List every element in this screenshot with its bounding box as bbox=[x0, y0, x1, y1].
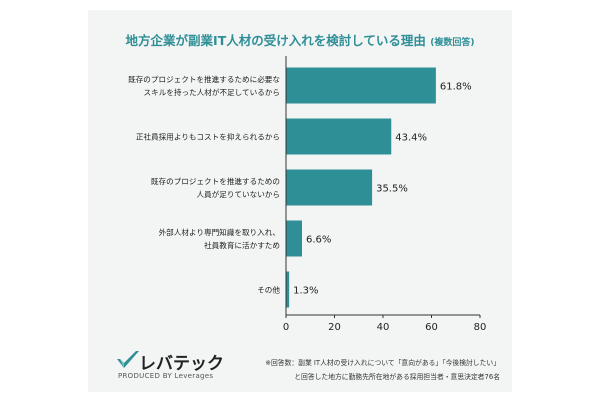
leverages-logo: レバテック PRODUCED BY Leverages bbox=[116, 350, 224, 380]
footnote-line-1: ※回答数：副業 IT人材の受け入れについて「意向がある」「今後検討したい」 bbox=[265, 359, 500, 367]
x-tick-label-0: 0 bbox=[283, 322, 289, 333]
bar-4 bbox=[286, 271, 290, 308]
category-label-2-1: 人員が足りていないから bbox=[196, 189, 280, 199]
category-label-0-0: 既存のプロジェクトを推進するために必要な bbox=[128, 74, 280, 84]
category-label-0-1: スキルを持った人材が不足しているから bbox=[144, 87, 280, 97]
category-label-4-0: その他 bbox=[257, 285, 280, 295]
x-tick-label-2: 40 bbox=[377, 322, 390, 333]
bar-1 bbox=[286, 118, 392, 155]
bar-0 bbox=[286, 67, 436, 104]
data-label-4: 1.3% bbox=[293, 286, 318, 297]
footnote: ※回答数：副業 IT人材の受け入れについて「意向がある」「今後検討したい」 と回… bbox=[265, 356, 500, 384]
category-label-3-1: 社員教育に活かすため bbox=[204, 240, 280, 250]
category-label-1-0: 正社員採用よりもコストを抑えられるから bbox=[136, 132, 280, 142]
logo-brand-text: レバテック bbox=[139, 354, 224, 374]
data-label-3: 6.6% bbox=[306, 235, 331, 246]
data-label-0: 61.8% bbox=[440, 82, 472, 93]
x-tick-label-4: 80 bbox=[474, 322, 487, 333]
chart-title: 地方企業が副業IT人材の受け入れを検討している理由 (複数回答) bbox=[88, 30, 512, 49]
category-label-3-0: 外部人材より専門知識を取り入れ、 bbox=[159, 227, 280, 237]
chart-title-note: (複数回答) bbox=[430, 38, 475, 48]
footnote-line-2: と回答した地方に勤務先所在地がある採用担当者・意思決定者76名 bbox=[294, 373, 500, 381]
bar-3 bbox=[286, 220, 303, 257]
checkmark-logo-icon bbox=[117, 351, 139, 368]
logo-tagline: PRODUCED BY Leverages bbox=[118, 372, 214, 380]
data-label-2: 35.5% bbox=[376, 184, 408, 195]
category-label-2-0: 既存のプロジェクトを推進するための bbox=[151, 176, 280, 186]
chart-title-text: 地方企業が副業IT人材の受け入れを検討している理由 bbox=[125, 33, 426, 48]
bar-2 bbox=[286, 169, 373, 206]
x-tick-label-1: 20 bbox=[328, 322, 341, 333]
bar-chart: 61.8% 既存のプロジェクトを推進するために必要なスキルを持った人材が不足してい… bbox=[128, 56, 487, 333]
x-tick-label-3: 60 bbox=[425, 322, 438, 333]
data-label-1: 43.4% bbox=[395, 133, 427, 144]
chart-card: 地方企業が副業IT人材の受け入れを検討している理由 (複数回答) 61.8% 既存… bbox=[88, 10, 512, 392]
